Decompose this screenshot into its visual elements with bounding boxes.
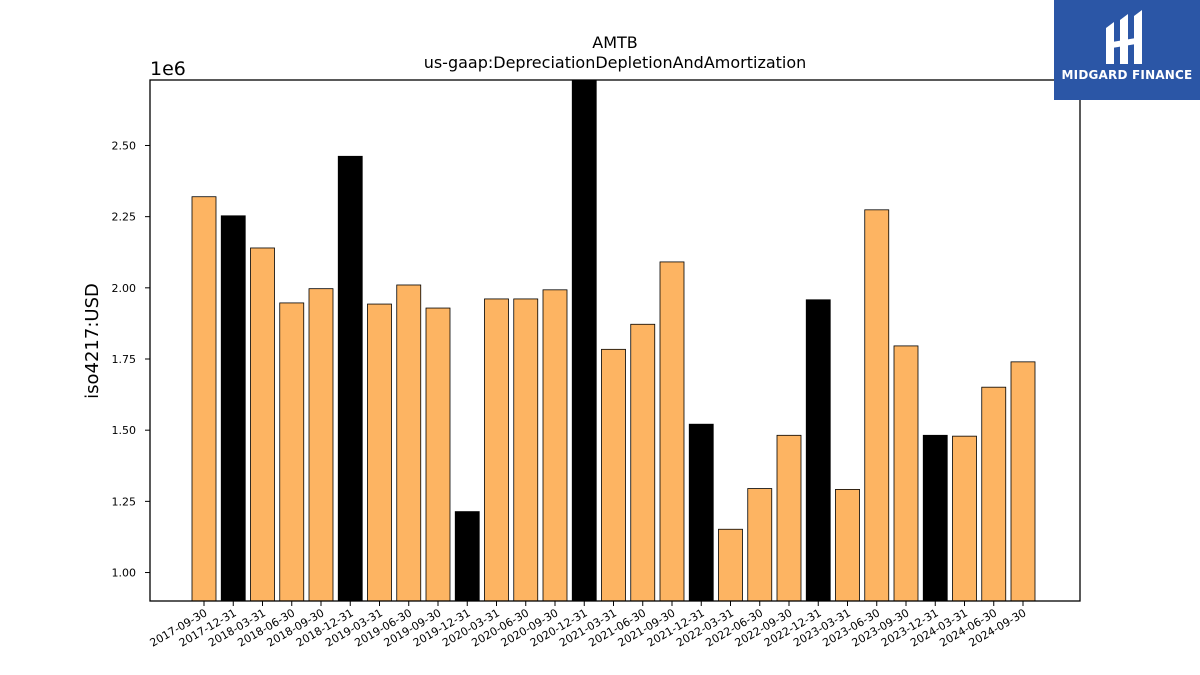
- logo-text: MIDGARD FINANCE: [1061, 68, 1193, 82]
- bar-2020-09-30: [542, 289, 568, 602]
- bar-2020-06-30: [513, 298, 539, 602]
- bar-2018-09-30: [308, 288, 334, 602]
- bar-2018-12-31: [337, 155, 363, 602]
- y-tick-label: 2.50: [112, 139, 137, 152]
- bar-2021-03-31: [601, 348, 626, 602]
- bar-2017-12-31: [220, 215, 246, 602]
- y-tick-label: 1.00: [112, 567, 137, 580]
- bar-2021-12-31: [688, 423, 714, 602]
- bar-2022-09-30: [776, 434, 802, 602]
- bar-2022-12-31: [805, 299, 831, 602]
- y-tick-label: 2.00: [112, 282, 137, 295]
- plot-frame: [149, 79, 1081, 602]
- bar-2019-06-30: [396, 284, 422, 602]
- bar-2019-03-31: [367, 303, 392, 602]
- y-tick-label: 1.75: [112, 353, 137, 366]
- bar-2019-09-30: [425, 307, 451, 602]
- chart-title: AMTB: [592, 33, 638, 52]
- bars-group: [191, 79, 1036, 602]
- bar-2017-09-30: [191, 196, 217, 602]
- logo-mark-icon: [1106, 10, 1142, 64]
- y-axis-label: iso4217:USD: [82, 283, 103, 399]
- y-ticks-group: 1.00 1.25 1.50 1.75 2.00 2.25 2.50: [112, 139, 150, 580]
- y-multiplier-label: 1e6: [150, 58, 186, 80]
- bar-2018-03-31: [250, 247, 275, 602]
- bar-2023-06-30: [864, 209, 890, 602]
- bar-2018-06-30: [279, 302, 305, 602]
- brand-logo: MIDGARD FINANCE: [1054, 0, 1200, 100]
- bar-2023-12-31: [922, 434, 948, 602]
- bar-2022-03-31: [718, 528, 743, 602]
- chart-subtitle: us-gaap:DepreciationDepletionAndAmortiza…: [424, 53, 807, 72]
- bar-2021-09-30: [659, 261, 685, 602]
- bar-2024-03-31: [952, 435, 977, 602]
- bar-2022-06-30: [747, 488, 773, 602]
- bar-2021-06-30: [630, 323, 656, 602]
- bar-2019-12-31: [454, 511, 480, 602]
- bar-2024-09-30: [1010, 361, 1036, 602]
- y-tick-label: 1.25: [112, 495, 137, 508]
- bar-2023-09-30: [893, 345, 919, 602]
- bar-2023-03-31: [835, 488, 860, 602]
- bar-2020-03-31: [484, 298, 509, 602]
- y-tick-label: 1.50: [112, 424, 137, 437]
- x-ticks-group: 2017-09-302017-12-312018-03-312018-06-30…: [148, 601, 1029, 650]
- bar-2020-12-31: [571, 79, 597, 602]
- bar-2024-06-30: [981, 386, 1007, 602]
- y-tick-label: 2.25: [112, 211, 137, 224]
